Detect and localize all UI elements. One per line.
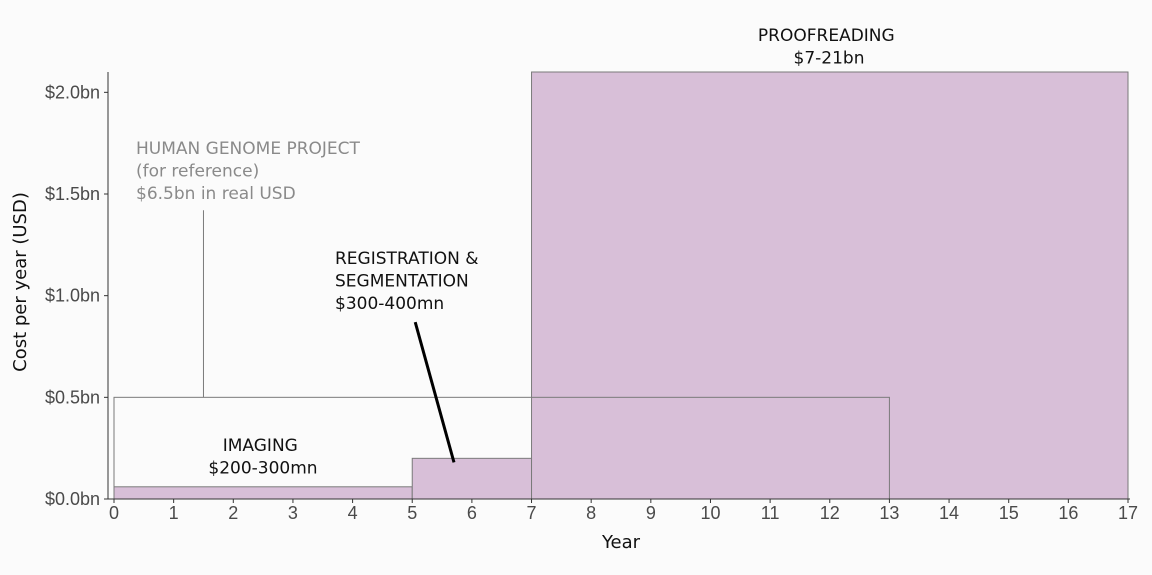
x-tick-label: 12 — [820, 503, 840, 523]
cost-segment-0 — [113, 486, 413, 500]
x-tick-label: 15 — [999, 503, 1019, 523]
x-tick-label: 11 — [761, 503, 780, 523]
registration-line-1: REGISTRATION & — [335, 249, 479, 269]
hgp-annotation: HUMAN GENOME PROJECT (for reference) $6.… — [136, 139, 365, 204]
x-tick-label: 2 — [228, 503, 238, 523]
imaging-line-2: $200-300mn — [208, 459, 317, 479]
x-tick-label: 4 — [348, 503, 358, 523]
x-axis-title: Year — [601, 532, 641, 553]
cost-segment-2 — [531, 71, 1129, 500]
x-tick-label: 6 — [467, 503, 477, 523]
hgp-line-1: HUMAN GENOME PROJECT — [136, 139, 361, 159]
x-tick-label: 5 — [407, 503, 417, 523]
proofreading-line-1: PROOFREADING — [758, 26, 895, 46]
x-tick-label: 0 — [109, 503, 119, 523]
x-tick-label: 17 — [1118, 503, 1138, 523]
y-tick-label: $0.0bn — [45, 489, 100, 509]
x-tick-label: 10 — [700, 503, 720, 523]
y-tick-label: $2.0bn — [45, 82, 100, 102]
proofreading-line-2: $7-21bn — [794, 49, 865, 69]
tick-labels: 0 1 2 3 4 5 6 7 8 9 10 11 12 13 14 15 16 17$0.0bn$0.5bn$1… — [45, 82, 1138, 523]
y-tick-label: $0.5bn — [45, 387, 100, 407]
x-tick-label: 9 — [646, 503, 656, 523]
plot-marks — [113, 71, 1129, 500]
x-tick-label: 3 — [288, 503, 298, 523]
imaging-annotation: IMAGING $200-300mn — [208, 436, 317, 479]
x-tick-label: 7 — [527, 503, 537, 523]
registration-annotation: REGISTRATION & SEGMENTATION $300-400mn — [335, 249, 484, 314]
hgp-line-3: $6.5bn in real USD — [136, 184, 296, 204]
imaging-line-1: IMAGING — [223, 436, 298, 456]
x-tick-label: 8 — [586, 503, 596, 523]
x-tick-label: 13 — [879, 503, 899, 523]
registration-pointer-line — [413, 321, 456, 463]
x-tick-label: 16 — [1058, 503, 1078, 523]
x-tick-label: 14 — [939, 503, 959, 523]
x-tick-label: 1 — [169, 503, 179, 523]
proofreading-annotation: PROOFREADING $7-21bn — [758, 26, 900, 69]
cost-segment-1 — [411, 457, 533, 500]
registration-line-3: $300-400mn — [335, 294, 444, 314]
axes — [104, 72, 1130, 503]
y-tick-label: $1.0bn — [45, 286, 100, 306]
y-tick-label: $1.5bn — [45, 184, 100, 204]
registration-line-2: SEGMENTATION — [335, 272, 469, 292]
hgp-line-2: (for reference) — [136, 162, 259, 182]
y-axis-title: Cost per year (USD) — [10, 192, 31, 372]
